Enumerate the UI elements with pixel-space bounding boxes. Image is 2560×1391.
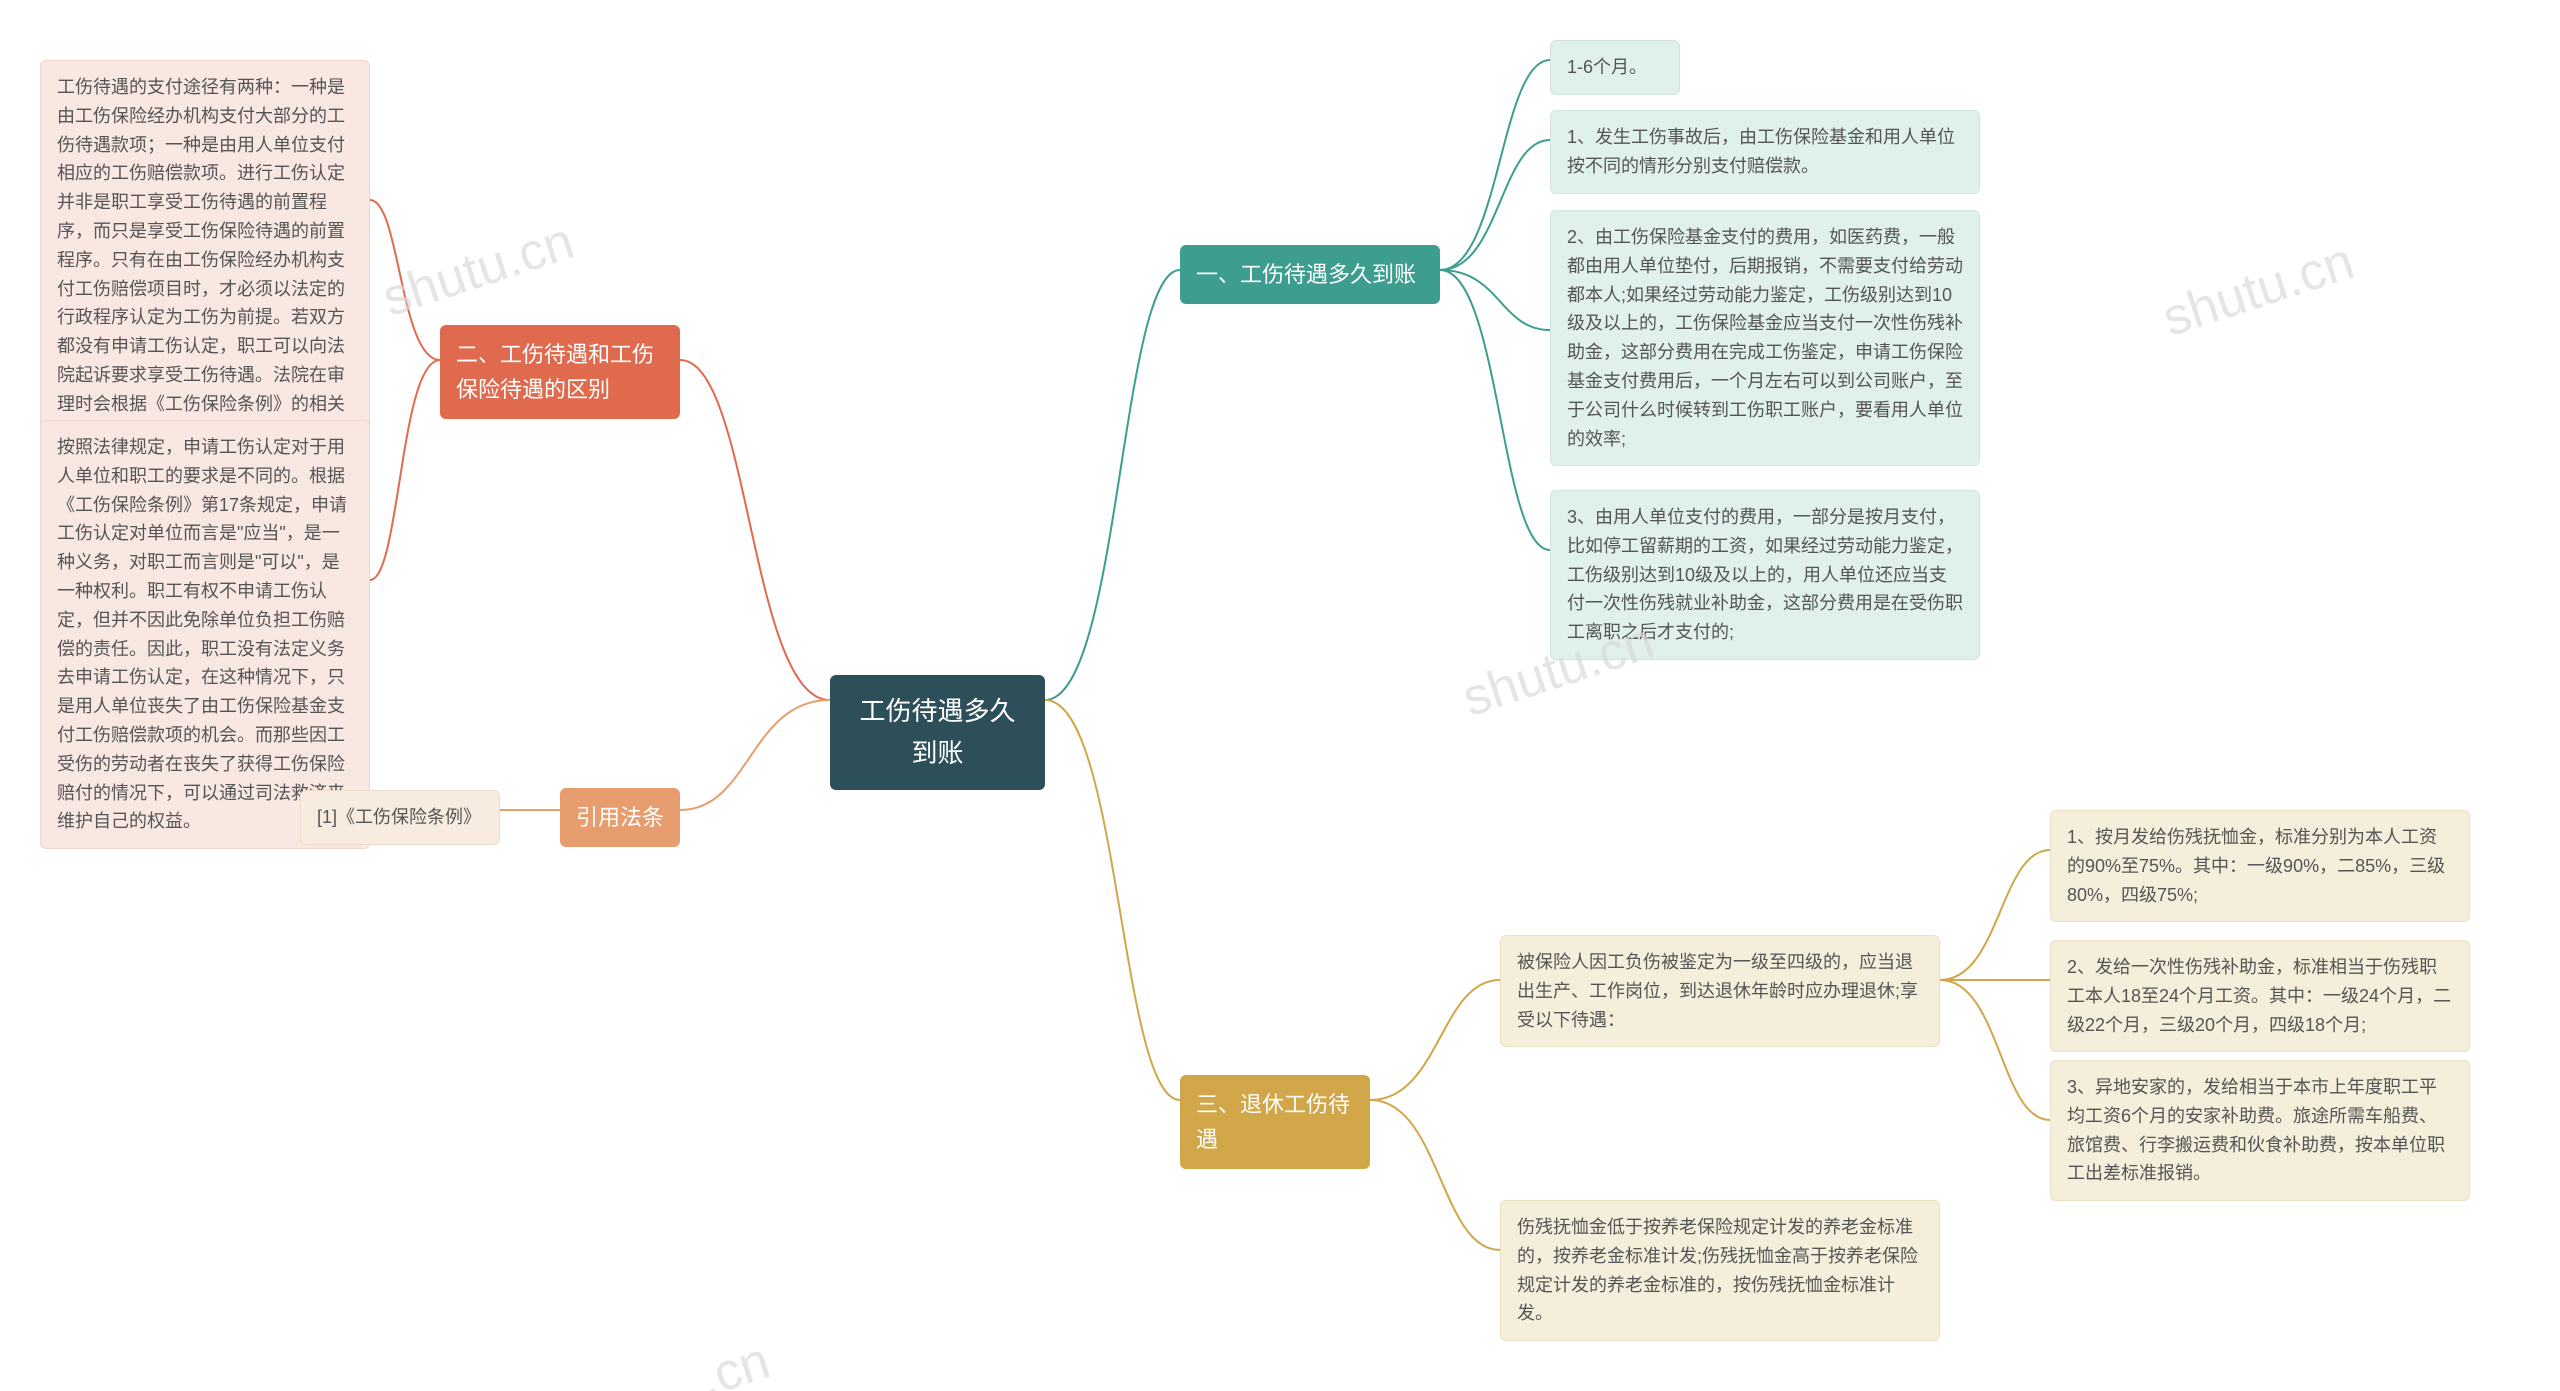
b1-leaf-2: 2、由工伤保险基金支付的费用，如医药费，一般都由用人单位垫付，后期报销，不需要支… — [1550, 210, 1980, 466]
b4-leaf-0: [1]《工伤保险条例》 — [300, 790, 500, 845]
b3-sub-leaf-1: 2、发给一次性伤残补助金，标准相当于伤残职工本人18至24个月工资。其中：一级2… — [2050, 940, 2470, 1052]
branch-3: 三、退休工伤待遇 — [1180, 1075, 1370, 1169]
branch-2: 二、工伤待遇和工伤保险待遇的区别 — [440, 325, 680, 419]
b3-sub-leaf-2: 3、异地安家的，发给相当于本市上年度职工平均工资6个月的安家补助费。旅途所需车船… — [2050, 1060, 2470, 1201]
branch-1: 一、工伤待遇多久到账 — [1180, 245, 1440, 304]
branch-4: 引用法条 — [560, 788, 680, 847]
watermark-2: shutu.cn — [2156, 231, 2361, 349]
b3-leaf-2: 伤残抚恤金低于按养老保险规定计发的养老金标准的，按养老金标准计发;伤残抚恤金高于… — [1500, 1200, 1940, 1341]
b1-leaf-3: 3、由用人单位支付的费用，一部分是按月支付，比如停工留薪期的工资，如果经过劳动能… — [1550, 490, 1980, 660]
b3-sub-leaf-0: 1、按月发给伤残抚恤金，标准分别为本人工资的90%至75%。其中：一级90%，二… — [2050, 810, 2470, 922]
b2-leaf-1: 按照法律规定，申请工伤认定对于用人单位和职工的要求是不同的。根据《工伤保险条例》… — [40, 420, 370, 849]
root-node: 工伤待遇多久到账 — [830, 675, 1045, 790]
watermark-0: shutu.cn — [376, 211, 581, 329]
b1-leaf-0: 1-6个月。 — [1550, 40, 1680, 95]
b3-sub: 被保险人因工负伤被鉴定为一级至四级的，应当退出生产、工作岗位，到达退休年龄时应办… — [1500, 935, 1940, 1047]
watermark-3: .cn — [692, 1331, 777, 1391]
b1-leaf-1: 1、发生工伤事故后，由工伤保险基金和用人单位按不同的情形分别支付赔偿款。 — [1550, 110, 1980, 194]
